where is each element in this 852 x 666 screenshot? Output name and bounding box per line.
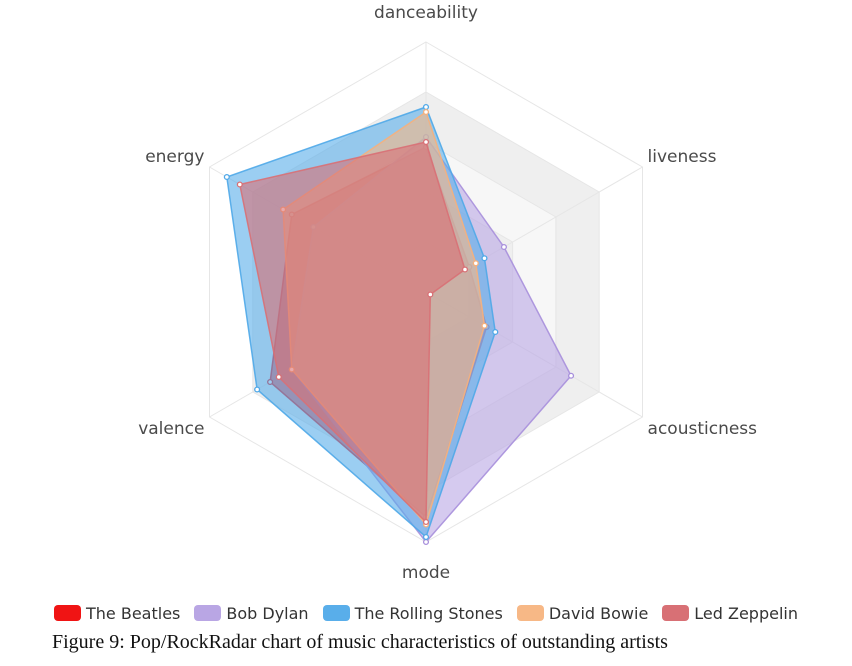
legend-swatch-david-bowie	[516, 605, 544, 621]
point-led-zeppelin-valence	[275, 373, 282, 381]
legend-swatch-the-rolling-stones	[322, 605, 350, 621]
legend-label-the-rolling-stones: The Rolling Stones	[354, 603, 503, 623]
legend-label-david-bowie: David Bowie	[548, 603, 649, 623]
point-led-zeppelin-mode	[422, 518, 430, 526]
point-the-rolling-stones-acousticness	[492, 328, 499, 336]
point-david-bowie-danceability	[422, 108, 430, 116]
point-bob-dylan-mode	[422, 538, 430, 546]
figure-caption: Figure 9: Pop/RockRadar chart of music c…	[52, 631, 668, 653]
legend-label-the-beatles: The Beatles	[86, 603, 181, 623]
axis-label-acousticness: acousticness	[648, 419, 758, 439]
axis-label-danceability: danceability	[374, 3, 478, 23]
radar-chart: danceability liveness acousticness mode vale…	[138, 3, 757, 583]
point-bob-dylan-acousticness	[568, 372, 575, 379]
point-the-rolling-stones-mode	[422, 533, 430, 541]
radar-series	[223, 103, 575, 546]
legend-label-bob-dylan: Bob Dylan	[226, 603, 309, 623]
point-david-bowie-liveness	[472, 260, 479, 267]
legend-swatch-the-beatles	[54, 605, 81, 621]
legend-item-bob-dylan[interactable]: Bob Dylan	[194, 603, 309, 623]
point-the-rolling-stones-danceability	[422, 103, 430, 111]
legend-item-david-bowie[interactable]: David Bowie	[516, 603, 649, 623]
legend-item-the-beatles[interactable]: The Beatles	[54, 604, 180, 623]
point-led-zeppelin-danceability	[422, 138, 430, 146]
legend: The Beatles Bob Dylan The Rolling Stones Da…	[0, 600, 852, 626]
axis-label-liveness: liveness	[648, 147, 717, 167]
legend-swatch-bob-dylan	[194, 605, 222, 621]
point-david-bowie-acousticness	[481, 322, 488, 329]
point-led-zeppelin-liveness	[461, 266, 469, 273]
axis-label-mode: mode	[402, 563, 450, 583]
legend-item-led-zeppelin[interactable]: Led Zeppelin	[662, 604, 798, 623]
point-the-rolling-stones-valence	[254, 386, 261, 393]
point-bob-dylan-liveness	[500, 243, 507, 251]
legend-item-the-rolling-stones[interactable]: The Rolling Stones	[322, 603, 503, 623]
axis-labels: danceability liveness acousticness mode vale…	[138, 3, 757, 583]
point-led-zeppelin-energy	[236, 181, 243, 188]
axis-label-energy: energy	[145, 147, 204, 167]
point-led-zeppelin-acousticness	[427, 291, 434, 298]
legend-label-led-zeppelin: Led Zeppelin	[694, 603, 798, 623]
axis-label-valence: valence	[138, 419, 204, 439]
point-the-rolling-stones-liveness	[481, 255, 488, 262]
legend-swatch-led-zeppelin	[662, 605, 690, 621]
point-the-rolling-stones-energy	[223, 173, 230, 181]
